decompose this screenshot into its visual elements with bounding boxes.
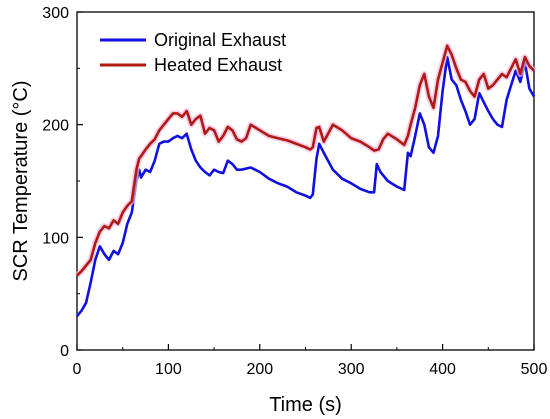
legend-label: Original Exhaust [154,30,286,50]
tick-layer: 0 100 200 300 400 500 0 100 200 300 [42,5,547,378]
y-tick-label: 0 [60,343,69,360]
x-axis-title: Time (s) [269,394,342,416]
x-tick-label: 500 [521,361,548,378]
x-tick-label: 100 [155,361,182,378]
y-tick-label: 100 [42,230,69,247]
series-line-1 [76,44,535,277]
x-tick-label: 200 [246,361,273,378]
x-tick-label: 0 [73,361,82,378]
series-line-0 [75,55,536,318]
legend: Original Exhaust Heated Exhaust [100,30,286,75]
x-tick-label: 400 [429,361,456,378]
legend-label: Heated Exhaust [154,55,282,75]
y-tick-label: 300 [42,5,69,22]
plot-background [77,12,534,350]
y-axis-title: SCR Temperature (°C) [10,80,32,281]
series-layer [74,42,537,318]
plot-area [76,11,535,351]
y-tick-label: 200 [42,118,69,135]
x-tick-label: 300 [338,361,365,378]
